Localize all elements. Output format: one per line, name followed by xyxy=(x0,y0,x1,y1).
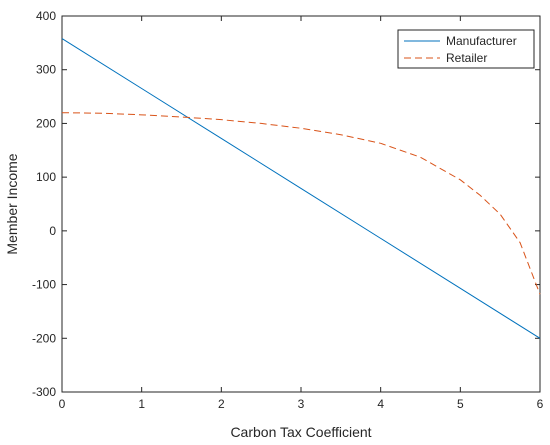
x-tick-label: 4 xyxy=(377,397,384,411)
legend: Manufacturer Retailer xyxy=(397,29,535,69)
series-lines xyxy=(61,38,541,339)
y-tick-label: -200 xyxy=(32,331,56,345)
axis-ticks: 0 1 2 3 4 5 6 -300 -200 -100 0 100 200 300 400 xyxy=(32,9,544,411)
x-tick-label: 0 xyxy=(59,397,66,411)
legend-box xyxy=(397,29,535,69)
legend-label-manufacturer: Manufacturer xyxy=(446,34,517,48)
series-line-manufacturer xyxy=(61,38,541,339)
x-axis-label: Carbon Tax Coefficient xyxy=(230,424,371,440)
x-tick-label: 3 xyxy=(298,397,305,411)
y-tick-label: 300 xyxy=(36,63,56,77)
x-tick-label: 2 xyxy=(218,397,225,411)
y-tick-label: 400 xyxy=(36,9,56,23)
y-tick-label: 0 xyxy=(49,224,56,238)
y-tick-label: -300 xyxy=(32,385,56,399)
y-axis-label: Member Income xyxy=(4,153,20,254)
series-line-retailer xyxy=(61,112,541,295)
x-tick-label: 6 xyxy=(537,397,544,411)
x-tick-label: 1 xyxy=(138,397,145,411)
plot-area xyxy=(61,15,541,393)
y-tick-label: 100 xyxy=(36,170,56,184)
y-tick-label: -100 xyxy=(32,278,56,292)
y-tick-label: 200 xyxy=(36,116,56,130)
legend-label-retailer: Retailer xyxy=(446,51,487,65)
x-tick-label: 5 xyxy=(457,397,464,411)
